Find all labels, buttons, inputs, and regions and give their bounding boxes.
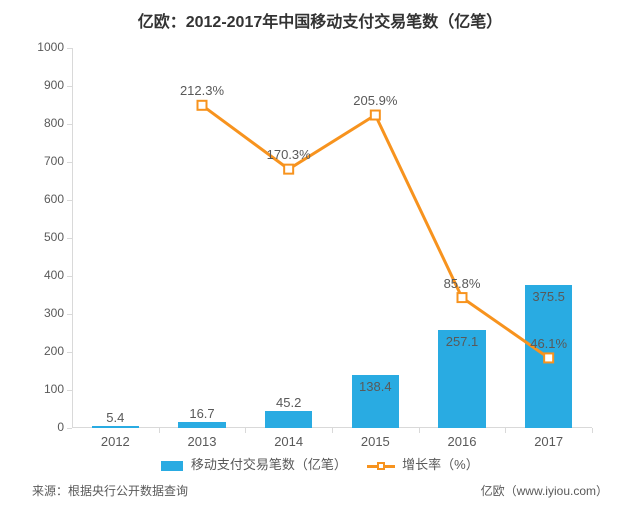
- y-tick-label: 700: [16, 154, 64, 168]
- bar-value-label: 257.1: [432, 334, 492, 349]
- y-tick-label: 400: [16, 268, 64, 282]
- x-tick-label: 2014: [245, 434, 332, 449]
- bar-value-label: 5.4: [85, 410, 145, 425]
- plot-area: 01002003004005006007008009001000 5.416.7…: [72, 48, 592, 428]
- x-tick-label: 2015: [332, 434, 419, 449]
- legend-swatch-bar: [161, 461, 183, 471]
- chart-title: 亿欧：2012-2017年中国移动支付交易笔数（亿笔）: [0, 8, 640, 32]
- line-value-label: 46.1%: [519, 336, 579, 351]
- line-value-label: 212.3%: [172, 83, 232, 98]
- y-tick-label: 1000: [16, 40, 64, 54]
- y-tick-label: 200: [16, 344, 64, 358]
- legend: 移动支付交易笔数（亿笔） 增长率（%）: [0, 454, 640, 473]
- bar-value-label: 138.4: [345, 379, 405, 394]
- legend-label-line: 增长率（%）: [402, 457, 479, 472]
- y-tick-label: 600: [16, 192, 64, 206]
- y-tick-label: 0: [16, 420, 64, 434]
- line-value-label: 205.9%: [345, 93, 405, 108]
- legend-label-bars: 移动支付交易笔数（亿笔）: [191, 457, 347, 472]
- legend-swatch-line: [367, 460, 395, 472]
- y-tick-label: 300: [16, 306, 64, 320]
- legend-item-bars: 移动支付交易笔数（亿笔）: [161, 454, 347, 473]
- footer: 来源：根据央行公开数据查询 亿欧（www.iyiou.com）: [32, 482, 608, 499]
- footer-source: 来源：根据央行公开数据查询: [32, 482, 188, 499]
- bar-value-label: 16.7: [172, 406, 232, 421]
- y-tick-label: 900: [16, 78, 64, 92]
- x-tick-label: 2016: [419, 434, 506, 449]
- line-value-label: 85.8%: [432, 276, 492, 291]
- legend-item-line: 增长率（%）: [367, 454, 479, 473]
- bar-value-label: 45.2: [259, 395, 319, 410]
- bar-value-label: 375.5: [519, 289, 579, 304]
- x-tick-label: 2012: [72, 434, 159, 449]
- line-value-label: 170.3%: [259, 147, 319, 162]
- y-tick-label: 800: [16, 116, 64, 130]
- y-tick-label: 100: [16, 382, 64, 396]
- y-tick-label: 500: [16, 230, 64, 244]
- footer-brand: 亿欧（www.iyiou.com）: [481, 482, 608, 499]
- x-tick-label: 2013: [159, 434, 246, 449]
- line-series: [72, 48, 592, 428]
- x-tick-label: 2017: [505, 434, 592, 449]
